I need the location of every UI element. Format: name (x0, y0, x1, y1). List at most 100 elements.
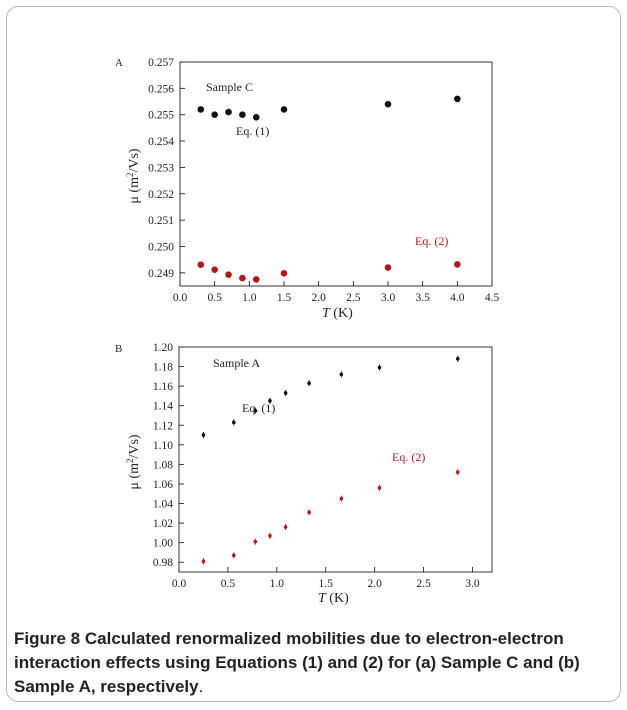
panel-a-x-tick-label: 0.5 (207, 292, 222, 304)
panel-a-marker (252, 114, 260, 121)
panel-a-x-tick-label: 3.5 (415, 292, 430, 304)
panel-b-marker (268, 399, 272, 403)
panel-b-point-series-1 (201, 432, 206, 439)
panel-a-plot-area (179, 61, 493, 287)
panel-a-point-series-1 (239, 111, 246, 119)
panel-b-point-series-1 (339, 371, 344, 378)
panel-a-x-ticks: 0.0 0.5 1.0 1.5 2.0 2.5 3.0 3.5 4.0 4.5 (173, 281, 499, 304)
panel-a-y-tick-label: 0.255 (148, 110, 174, 122)
panel-b-x-axis-label: T (K) (318, 591, 349, 606)
panel-b-marker (377, 365, 382, 370)
panel-b-label: B (115, 343, 122, 355)
panel-a-y-axis-label: μ (m2/Vs) (125, 148, 142, 204)
panel-b-marker (339, 496, 344, 501)
panel-b-point-series-2 (201, 558, 206, 565)
panel-b-marker (283, 525, 288, 529)
panel-b-point-series-1 (307, 380, 311, 387)
panel-a-point-series-2 (252, 276, 260, 283)
panel-a-y-tick-label: 0.251 (148, 215, 174, 227)
panel-a-point-series-1 (454, 95, 461, 103)
panel-b-marker (339, 372, 344, 377)
panel-a-point-series-2 (239, 274, 246, 282)
panel-a-marker (225, 108, 232, 116)
panel-b-sample-label: Sample A (213, 356, 260, 370)
panel-a-y-tick-label: 0.256 (148, 83, 174, 95)
figure-caption: Figure 8 Calculated renormalized mobilit… (14, 627, 610, 699)
panel-b-x-tick-label: 3.0 (465, 578, 480, 590)
panel-a-y-tick-label: 0.254 (148, 136, 174, 148)
panel-b-y-tick-label: 0.98 (153, 557, 173, 569)
panel-a-annotation-eq1: Eq. (1) (236, 124, 269, 138)
panel-b-point-series-2 (268, 532, 272, 539)
panel-b-points (201, 355, 460, 565)
caption-end: . (198, 677, 204, 696)
panel-b-y-tick-label: 1.06 (153, 479, 173, 491)
panel-b-marker (268, 534, 272, 538)
panel-a-x-tick-label: 3.0 (381, 292, 396, 304)
panel-b-x-tick-label: 0.0 (172, 578, 187, 590)
panel-b-point-series-1 (377, 364, 382, 371)
panel-a-x-axis-label: T (K) (322, 306, 353, 321)
panel-b-y-tick-label: 1.20 (153, 342, 173, 354)
panel-a-x-tick-label: 0.0 (173, 292, 188, 304)
panel-b-x-ticks: 0.0 0.5 1.0 1.5 2.0 2.5 3.0 (172, 567, 480, 590)
panel-a-chart: A 0.2490.2500.2510.2520.2530.2540.2550.2… (115, 57, 499, 321)
panel-b-x-tick-label: 1.0 (270, 578, 285, 590)
panel-b-y-tick-label: 1.10 (153, 440, 173, 452)
panel-b-point-series-2 (377, 484, 382, 491)
panel-a-point-series-1 (252, 114, 260, 121)
panel-a-point-series-2 (454, 261, 461, 268)
panel-a-y-tick-label: 0.250 (148, 241, 174, 253)
panel-b-marker (455, 470, 460, 475)
panel-b-x-tick-label: 0.5 (221, 578, 236, 590)
panel-a-marker (454, 95, 461, 103)
panel-a-sample-label: Sample C (206, 80, 253, 94)
panel-b-marker (231, 553, 236, 558)
figure-plots: A 0.2490.2500.2510.2520.2530.2540.2550.2… (115, 57, 499, 606)
panel-a-point-series-1 (384, 100, 392, 108)
panel-b-y-axis-label: μ (m2/Vs) (125, 434, 142, 490)
panel-b-chart: B 0.98 1.00 1.02 1.04 1.06 1.08 1.10 1.12 1.14 1.… (115, 342, 493, 606)
panel-a-point-series-2 (280, 270, 288, 277)
panel-b-marker (253, 539, 258, 544)
panel-a-y-tick-label: 0.249 (148, 268, 174, 280)
panel-a-point-series-1 (225, 108, 232, 116)
panel-b-x-tick-label: 2.0 (367, 578, 382, 590)
panel-b-x-tick-label: 1.5 (319, 578, 334, 590)
panel-a-y-ticks: 0.249 0.250 0.251 0.252 0.253 0.254 0.255 0.256… (148, 57, 185, 280)
panel-a-point-series-1 (211, 111, 218, 119)
panel-b-y-tick-label: 1.18 (153, 362, 173, 374)
panel-b-point-series-2 (283, 524, 288, 530)
panel-b-y-tick-label: 1.12 (153, 420, 173, 432)
panel-a-marker (252, 276, 260, 283)
panel-b-y-tick-label: 1.02 (153, 518, 173, 530)
panel-a-marker (197, 261, 205, 268)
panel-b-annotation-eq2: Eq. (2) (392, 450, 425, 464)
panel-b-point-series-1 (455, 355, 460, 362)
panel-a-x-tick-label: 1.5 (277, 292, 292, 304)
panel-a-point-series-1 (197, 106, 205, 113)
panel-b-y-ticks: 0.98 1.00 1.02 1.04 1.06 1.08 1.10 1.12 1.14 1.16… (153, 342, 184, 569)
panel-a-point-series-2 (384, 264, 392, 271)
panel-b-x-tick-label: 2.5 (416, 578, 431, 590)
panel-a-marker (225, 271, 232, 278)
panel-b-marker (201, 559, 206, 564)
panel-a-marker (280, 106, 288, 113)
panel-b-marker (283, 391, 288, 395)
panel-b-point-series-1 (268, 397, 272, 404)
figure-label: Figure 8 (14, 629, 81, 648)
panel-b-y-tick-label: 1.08 (153, 459, 173, 471)
panel-a-marker (197, 106, 205, 113)
panel-a-marker (239, 111, 246, 119)
panel-b-point-series-1 (231, 419, 236, 426)
panel-a-y-tick-label: 0.253 (148, 162, 174, 174)
panel-b-y-tick-label: 1.04 (153, 499, 173, 511)
caption-text: Calculated renormalized mobilities due t… (14, 629, 580, 696)
panel-b-y-tick-label: 1.16 (153, 381, 173, 393)
panel-b-point-series-1 (253, 407, 258, 414)
panel-b-y-tick-label: 1.00 (153, 538, 173, 550)
panel-b-marker (455, 356, 460, 361)
panel-b-marker (377, 486, 382, 490)
panel-a-x-tick-label: 4.0 (450, 292, 465, 304)
panel-a-marker (211, 266, 218, 273)
